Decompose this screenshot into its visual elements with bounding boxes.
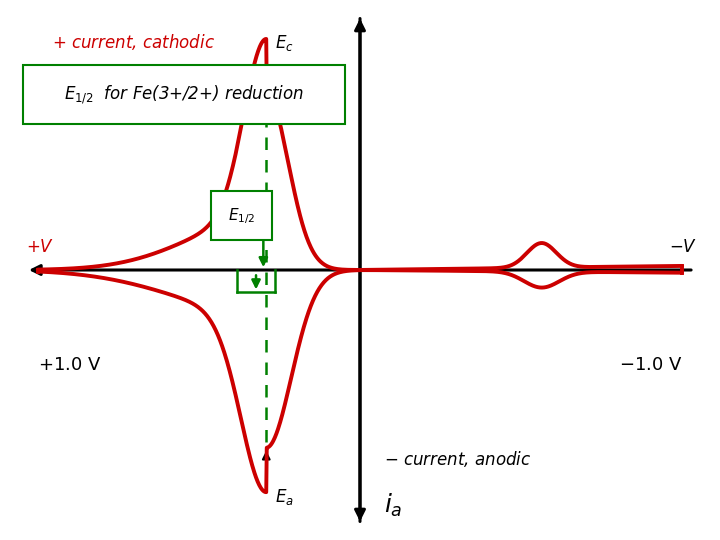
Text: $E_a$: $E_a$: [275, 487, 294, 507]
FancyBboxPatch shape: [211, 191, 272, 240]
Text: $i_a$: $i_a$: [384, 492, 402, 519]
Text: $E_{1/2}$  for Fe(3+/2+) reduction: $E_{1/2}$ for Fe(3+/2+) reduction: [64, 84, 305, 106]
Text: $+1.0$ V: $+1.0$ V: [38, 356, 102, 374]
Text: $i_c$: $i_c$: [53, 86, 71, 113]
Text: $+$V: $+$V: [26, 239, 55, 256]
Text: $E_c$: $E_c$: [275, 33, 294, 53]
Text: $+$ current, cathodic: $+$ current, cathodic: [53, 31, 215, 51]
Text: $-1.0$ V: $-1.0$ V: [618, 356, 682, 374]
FancyBboxPatch shape: [23, 65, 346, 124]
Text: $E_{1/2}$: $E_{1/2}$: [228, 206, 255, 226]
Text: $-$ current, anodic: $-$ current, anodic: [384, 449, 531, 469]
Text: $-$V: $-$V: [669, 239, 697, 256]
